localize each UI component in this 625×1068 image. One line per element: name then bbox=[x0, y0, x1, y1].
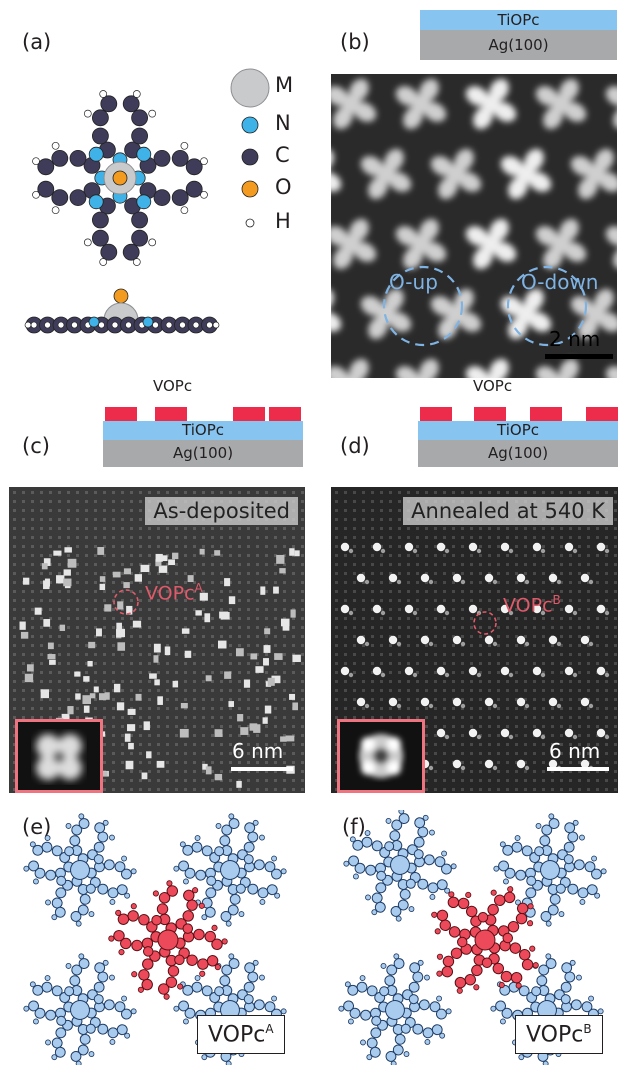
layer-stack-d: VOPc TiOPc Ag(100) bbox=[418, 375, 618, 469]
vopc-block bbox=[233, 407, 265, 421]
scale-bar-c bbox=[231, 767, 293, 771]
vopc-b-label: VOPcB bbox=[503, 593, 561, 617]
ag-layer: Ag(100) bbox=[420, 30, 617, 60]
tiopc-layer: TiOPc bbox=[103, 421, 303, 440]
tiopc-layer: TiOPc bbox=[418, 421, 618, 440]
annealed-banner: Annealed at 540 K bbox=[403, 497, 613, 525]
panel-label-b: (b) bbox=[340, 30, 370, 54]
layer-stack-c: VOPc TiOPc Ag(100) bbox=[103, 375, 303, 469]
atom-legend: M N C O H bbox=[225, 65, 335, 265]
scale-label-d: 6 nm bbox=[549, 739, 601, 763]
o-up-label: O-up bbox=[389, 270, 438, 294]
as-deposited-banner: As-deposited bbox=[145, 497, 298, 525]
vopc-a-inset bbox=[15, 719, 103, 793]
vopc-block bbox=[420, 407, 452, 421]
vopc-a-label: VOPcA bbox=[145, 581, 203, 605]
stm-image-b: O-up O-down 2 nm bbox=[331, 74, 617, 378]
panel-label-e: (e) bbox=[22, 815, 52, 839]
scale-label-b: 2 nm bbox=[549, 327, 601, 351]
scale-bar-d bbox=[547, 767, 609, 771]
vopc-b-marker bbox=[473, 611, 497, 635]
ag-layer: Ag(100) bbox=[418, 440, 618, 467]
layer-stack-b: TiOPc Ag(100) bbox=[420, 10, 617, 60]
vopc-a-model-label: VOPcA bbox=[197, 1015, 285, 1055]
stm-image-c: As-deposited VOPcA 6 nm bbox=[9, 487, 305, 793]
scale-label-c: 6 nm bbox=[232, 739, 284, 763]
vopc-label-d: VOPc bbox=[473, 377, 513, 395]
vopc-b-model-label: VOPcB bbox=[515, 1015, 603, 1055]
hydrogen-legend-icon bbox=[245, 218, 255, 228]
legend-label-carbon: C bbox=[275, 143, 290, 167]
vopc-label-c: VOPc bbox=[153, 377, 193, 395]
legend-label-metal: M bbox=[275, 73, 294, 97]
scale-bar-b bbox=[545, 354, 613, 359]
molecule-model-side-view bbox=[24, 288, 220, 334]
oxygen-legend-icon bbox=[241, 180, 259, 198]
vopc-a-marker bbox=[113, 589, 139, 615]
legend-label-oxygen: O bbox=[275, 175, 292, 199]
panel-label-f: (f) bbox=[342, 815, 366, 839]
vopc-block bbox=[474, 407, 506, 421]
legend-label-hydrogen: H bbox=[275, 209, 291, 233]
panel-label-d: (d) bbox=[340, 434, 370, 458]
o-down-circle bbox=[506, 265, 588, 347]
vopc-block bbox=[530, 407, 562, 421]
metal-legend-icon bbox=[230, 68, 270, 108]
nitrogen-legend-icon bbox=[241, 116, 259, 134]
panel-label-a: (a) bbox=[22, 30, 52, 54]
vopc-block bbox=[105, 407, 137, 421]
vopc-b-inset bbox=[337, 719, 425, 793]
legend-label-nitrogen: N bbox=[275, 111, 291, 135]
ag-layer: Ag(100) bbox=[103, 440, 303, 467]
panel-label-c: (c) bbox=[22, 434, 50, 458]
vopc-block bbox=[155, 407, 187, 421]
vopc-block bbox=[269, 407, 301, 421]
tiopc-layer: TiOPc bbox=[420, 10, 617, 30]
o-down-label: O-down bbox=[521, 270, 599, 294]
molecule-model-top-view bbox=[32, 90, 208, 266]
vopc-block bbox=[586, 407, 618, 421]
carbon-legend-icon bbox=[241, 148, 259, 166]
stm-image-d: Annealed at 540 K VOPcB 6 nm bbox=[331, 487, 618, 793]
o-up-circle bbox=[382, 265, 464, 347]
